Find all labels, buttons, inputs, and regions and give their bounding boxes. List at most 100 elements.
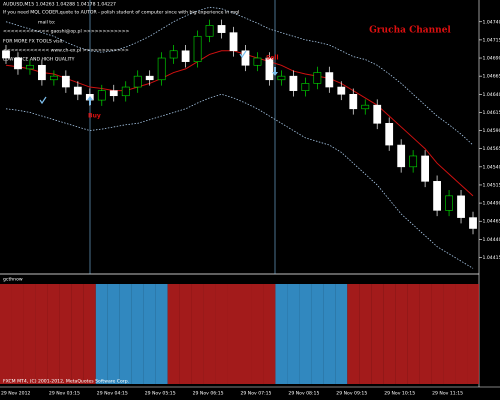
indicator-bar [275, 284, 288, 384]
x-tick-label: 29 Nov 04:15 [97, 391, 128, 397]
channel-lower [5, 93, 474, 269]
indicator-bar [311, 284, 324, 384]
candle-body [38, 64, 46, 81]
y-tick-label: 1.04590 [483, 128, 500, 134]
indicator-bar [95, 284, 108, 384]
candle-body [133, 75, 142, 88]
candle-body [73, 86, 82, 95]
candle-body [205, 25, 214, 37]
indicator-name: gcthnow [3, 277, 23, 283]
indicator-bar [0, 284, 12, 384]
indicator-bar [47, 284, 60, 384]
candle-body [421, 155, 430, 182]
indicator-bar [155, 284, 168, 384]
channel-title: Grucha Channel [369, 26, 451, 36]
marks [0, 6, 479, 384]
candle-body [26, 64, 34, 70]
candle-body [409, 155, 418, 168]
candle-body [313, 72, 322, 84]
y-tick-label: 1.04540 [483, 164, 500, 170]
indicator-bar [215, 284, 228, 384]
candle-body [217, 25, 226, 33]
candle-body [373, 104, 382, 124]
candle-body [469, 217, 477, 229]
candle-body [301, 83, 310, 91]
indicator-bar [179, 284, 192, 384]
x-tick-label: 29 Nov 09:15 [336, 391, 367, 397]
x-tick-label: 29 Nov 10:15 [384, 391, 415, 397]
y-tick-label: 1.04690 [483, 56, 500, 62]
indicator-bar [347, 284, 360, 384]
candle-body [289, 75, 298, 91]
indicator-bar [359, 284, 372, 384]
candle-body [349, 93, 358, 110]
x-tick-label: 29 Nov 08:15 [288, 391, 319, 397]
candle-body [157, 57, 166, 81]
indicator-bar [287, 284, 300, 384]
indicator-bar [395, 284, 408, 384]
y-tick-label: 1.04615 [483, 110, 500, 116]
indicator-bar [299, 284, 312, 384]
indicator-bar [371, 284, 384, 384]
indicator-bar [59, 284, 72, 384]
candle-body [14, 57, 22, 70]
candle-body [121, 86, 130, 97]
indicator-bar [119, 284, 132, 384]
indicator-bar [23, 284, 36, 384]
y-tick-label: 1.04465 [483, 219, 500, 225]
y-tick-label: 1.04515 [483, 182, 500, 188]
candle-body [145, 75, 154, 81]
candle-body [2, 50, 10, 59]
x-tick-label: 29 Nov 06:15 [193, 391, 224, 397]
y-tick-label: 1.04740 [483, 19, 500, 25]
candle-body [385, 123, 394, 146]
note: <<<<<<<<<<<< gaoshi@op.pl >>>>>>>>>>>> [3, 29, 130, 35]
candle-body [97, 90, 106, 101]
candle-body [169, 50, 178, 59]
indicator-bar [455, 284, 468, 384]
indicator-bar [107, 284, 120, 384]
note: FOR MORE FX TOOLS visit [3, 39, 63, 45]
x-tick-label: 29 Nov 07:15 [241, 391, 272, 397]
candle-body [457, 195, 465, 218]
y-tick-label: 1.04715 [483, 37, 500, 43]
y-tick-label: 1.04440 [483, 237, 500, 243]
candle-body [277, 75, 286, 81]
candle-body [181, 50, 190, 62]
indicator-bar [71, 284, 84, 384]
candle-body [337, 86, 346, 95]
indicator-bar [323, 284, 336, 384]
indicator-bar [167, 284, 180, 384]
indicator-bar [335, 284, 348, 384]
indicator-bar [443, 284, 456, 384]
candle-body [61, 75, 70, 88]
y-tick-label: 1.04490 [483, 201, 500, 207]
buy-label: Buy [88, 113, 101, 120]
candle-body [433, 181, 441, 211]
candle-body [229, 32, 238, 52]
candle-body [265, 57, 274, 81]
candle-body [241, 50, 250, 66]
y-tick-label: 1.04565 [483, 146, 500, 152]
indicator-bar [35, 284, 48, 384]
x-tick-label: 29 Nov 05:15 [145, 391, 176, 397]
sell-arrow [272, 67, 278, 76]
candle-body [193, 35, 202, 62]
sell-label: Sell [266, 55, 279, 62]
indicator-bar [143, 284, 156, 384]
candle-body [325, 72, 334, 88]
indicator-bar [203, 284, 216, 384]
candle-body [397, 144, 406, 168]
x-tick-label: 29 Nov 2012 [1, 391, 30, 397]
note: LOW PRICE AND HIGH QUALITY [3, 57, 75, 63]
candle-body [445, 195, 453, 211]
x-tick-label: 29 Nov 03:15 [49, 391, 80, 397]
indicator-bar [407, 284, 420, 384]
y-tick-label: 1.04665 [483, 74, 500, 80]
y-tick-label: 1.04415 [483, 255, 500, 261]
x-tick-label: 29 Nov 11:15 [432, 391, 463, 397]
indicator-bar [383, 284, 396, 384]
note: If you need MQL CODER,quote to AUTOR - p… [3, 10, 239, 16]
indicator-bar [131, 284, 144, 384]
